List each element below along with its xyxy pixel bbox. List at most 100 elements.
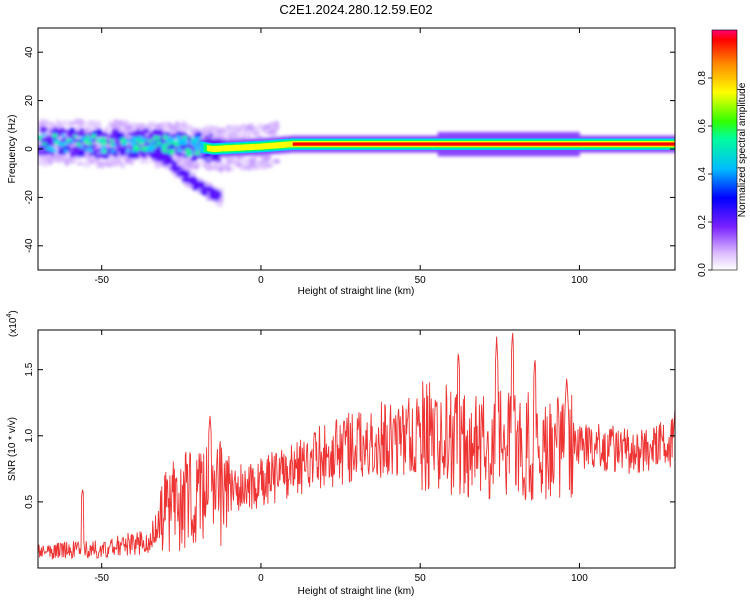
spectrogram-bright-cell xyxy=(100,145,106,150)
spectrogram-noise-cell xyxy=(53,131,58,134)
spectrogram-bright-cell xyxy=(79,136,87,141)
spectrogram-bright-cell xyxy=(130,136,138,140)
spectrogram-branch-cell xyxy=(185,173,189,179)
spectrogram-halo-cell xyxy=(105,163,111,167)
spectrogram-bright-cell xyxy=(109,150,116,153)
spectrogram-panel: -50 0 50 100 -40 -20 0 20 40 Height of straight… xyxy=(7,27,676,297)
ridge-layer-red xyxy=(292,142,675,146)
spectrogram-halo-cell xyxy=(186,126,195,130)
spectrogram-halo-cell xyxy=(74,126,82,131)
spectrogram-halo-cell xyxy=(127,122,135,126)
spectrogram-bright-cell xyxy=(194,150,201,156)
spectrogram-halo-cell xyxy=(123,120,129,126)
spectrogram-y-axis-label: Frequency (Hz) xyxy=(7,115,18,184)
spectrogram-noise-cell xyxy=(57,149,65,155)
spectrogram-noise-cell xyxy=(207,140,215,143)
spectrogram-bright-cell xyxy=(51,148,57,153)
spectrogram-bright-cell xyxy=(196,136,201,141)
spectrogram-branch-cell xyxy=(156,158,162,161)
spectrogram-branch-cell xyxy=(171,165,178,169)
snr-multiplier: (x104) xyxy=(6,310,19,337)
spectrogram-bright-cell xyxy=(162,149,169,153)
snr-x-axis-label: Height of straight line (km) xyxy=(298,586,415,597)
spectrogram-noise-cell xyxy=(91,130,97,136)
spectrogram-noise-cell xyxy=(134,155,140,159)
spectrogram-halo-cell xyxy=(263,165,270,168)
spectrogram-noise-cell xyxy=(141,152,147,156)
spectrogram-bright-cell xyxy=(146,139,154,143)
spectrogram-halo-cell xyxy=(249,127,256,132)
spectrogram-halo-cell xyxy=(226,159,231,164)
spectrogram-noise-cell xyxy=(67,132,75,137)
spectrogram-halo-cell xyxy=(247,165,252,172)
spectrogram-branch-cell xyxy=(212,190,219,194)
spectrogram-y-tick-label: -20 xyxy=(24,190,35,205)
spectrogram-halo-cell xyxy=(259,160,265,164)
snr-x-tick-label: 0 xyxy=(258,573,264,584)
spectrogram-halo-cell xyxy=(242,158,250,163)
spectrogram-halo-cell xyxy=(229,159,239,163)
spectrogram-branch-cell xyxy=(209,192,216,198)
spectrogram-bright-cell xyxy=(52,133,58,138)
spectrogram-halo-cell xyxy=(120,161,125,169)
spectrogram-halo-cell xyxy=(192,165,200,170)
spectrogram-halo-cell xyxy=(46,127,55,132)
spectrogram-noise-cell xyxy=(106,152,112,156)
spectrogram-halo-cell xyxy=(133,122,139,128)
spectrogram-bright-cell xyxy=(38,135,43,141)
spectrogram-bright-cell xyxy=(190,141,197,147)
spectrogram-noise-cell xyxy=(180,132,188,138)
spectrogram-halo-cell xyxy=(121,125,131,128)
spectrogram-noise-cell xyxy=(141,128,148,135)
spectrogram-halo-cell xyxy=(212,165,217,170)
spectrogram-bright-cell xyxy=(102,148,107,154)
figure-title: C2E1.2024.280.12.59.E02 xyxy=(279,2,432,17)
spectrogram-bright-cell xyxy=(91,133,97,139)
colorbar-tick-label: 0.2 xyxy=(697,215,708,229)
spectrogram-noise-cell xyxy=(101,132,107,137)
spectrogram-halo-cell xyxy=(38,121,41,129)
spectrogram-halo-cell xyxy=(184,160,191,166)
spectrogram-halo-cell xyxy=(244,130,252,138)
spectrogram-noise-cell xyxy=(198,156,207,159)
spectrogram-bright-cell xyxy=(177,137,182,142)
spectrogram-branch-cell xyxy=(157,152,165,158)
spectrogram-x-tick-label: -50 xyxy=(94,275,109,286)
spectrogram-bright-cell xyxy=(162,146,166,150)
spectrogram-halo-cell xyxy=(156,123,162,127)
spectrogram-bright-cell xyxy=(76,141,81,147)
spectrogram-y-tick-label: 0 xyxy=(24,146,35,152)
spectrogram-noise-cell xyxy=(69,127,75,134)
spectrogram-x-tick-label: 50 xyxy=(415,275,427,286)
spectrogram-halo-cell xyxy=(190,129,195,134)
spectrogram-halo-cell xyxy=(56,119,60,125)
spectrogram-bright-cell xyxy=(182,138,188,143)
spectrogram-branch-halo-cell xyxy=(189,171,194,177)
spectrogram-branch-cell xyxy=(202,191,208,196)
spectrogram-halo-cell xyxy=(244,165,248,170)
spectrogram-halo-cell xyxy=(247,123,251,130)
spectrogram-halo-cell xyxy=(268,161,278,165)
spectrogram-noise-cell xyxy=(91,143,97,148)
spectrogram-noise-cell xyxy=(126,153,134,156)
spectrogram-branch-cell xyxy=(180,169,184,173)
spectrogram-noise-cell xyxy=(116,148,121,151)
spectrogram-branch-cell xyxy=(208,186,214,191)
spectrogram-branch-cell xyxy=(190,177,195,180)
spectrogram-bright-cell xyxy=(73,134,78,139)
colorbar-tick-label: 0.8 xyxy=(697,71,708,85)
spectrogram-noise-cell xyxy=(107,134,111,138)
spectrogram-bright-cell xyxy=(63,141,69,145)
spectrogram-halo-cell xyxy=(162,126,167,130)
spectrogram-bright-cell xyxy=(124,139,132,143)
spectrogram-halo-cell xyxy=(108,120,112,126)
snr-x-tick-label: 50 xyxy=(415,573,427,584)
spectrogram-noise-cell xyxy=(86,133,93,136)
spectrogram-branch-cell xyxy=(200,182,205,186)
spectrogram-x-tick-label: 0 xyxy=(258,275,264,286)
colorbar-gradient xyxy=(712,30,737,270)
spectrogram-noise-cell xyxy=(214,138,221,143)
snr-x-tick-label: -50 xyxy=(94,573,109,584)
spectrogram-bright-cell xyxy=(58,142,64,147)
